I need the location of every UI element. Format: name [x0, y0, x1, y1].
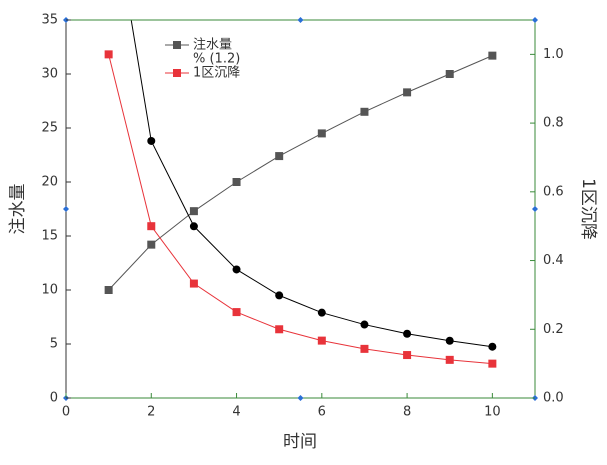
- legend-label: % (1.2): [193, 52, 240, 67]
- corner-marker: [297, 17, 304, 23]
- point: [488, 51, 497, 60]
- legend-marker: [173, 69, 181, 77]
- corner-marker: [63, 206, 69, 212]
- x-tick-label: 6: [318, 405, 326, 420]
- point: [104, 50, 113, 59]
- x-tick-label: 0: [62, 405, 70, 420]
- y2-tick-label: 0.8: [543, 116, 564, 131]
- point: [488, 342, 497, 351]
- point: [232, 178, 241, 186]
- point: [147, 222, 156, 231]
- point: [360, 344, 369, 353]
- point: [403, 351, 412, 360]
- y-tick-label: 20: [41, 175, 58, 190]
- corner-marker: [532, 17, 538, 23]
- y-axis-label: 注水量: [8, 184, 28, 235]
- point: [189, 207, 198, 216]
- point: [317, 336, 326, 345]
- point: [445, 355, 454, 364]
- x-tick-label: 10: [484, 405, 501, 420]
- x-axis-label: 时间: [283, 432, 317, 452]
- point: [232, 265, 241, 274]
- y-tick-label: 10: [41, 283, 58, 298]
- corner-marker: [532, 206, 538, 212]
- x-tick-label: 2: [147, 405, 155, 420]
- point: [275, 291, 284, 300]
- plot-area: [104, 20, 497, 368]
- x-tick-label: 8: [403, 405, 411, 420]
- y2-tick-label: 0.6: [543, 184, 564, 199]
- point: [488, 359, 497, 368]
- series-line: [108, 55, 493, 291]
- corner-marker: [297, 395, 304, 401]
- y2-tick-label: 0.2: [543, 322, 564, 337]
- y2-tick-label: 1.0: [543, 47, 564, 62]
- point: [104, 286, 113, 294]
- y-tick-label: 15: [41, 229, 58, 244]
- legend-label: 注水量: [193, 38, 232, 53]
- point: [360, 107, 369, 116]
- y-tick-label: 25: [41, 121, 58, 136]
- point: [275, 152, 284, 161]
- point: [275, 325, 284, 334]
- y-tick-label: 5: [50, 337, 58, 352]
- point: [403, 88, 412, 97]
- legend-marker: [173, 41, 181, 49]
- point: [445, 70, 454, 78]
- y2-tick-label: 0.0: [543, 391, 564, 406]
- point: [147, 136, 156, 145]
- y-tick-label: 35: [41, 13, 58, 28]
- point: [147, 240, 156, 249]
- legend-label: 1区沉降: [193, 66, 240, 81]
- point: [317, 308, 326, 317]
- series-line: [108, 54, 493, 365]
- point: [189, 222, 198, 231]
- point: [317, 129, 326, 138]
- y-tick-label: 0: [50, 391, 58, 406]
- x-tick-label: 4: [232, 405, 240, 420]
- y-tick-label: 30: [41, 67, 58, 82]
- point: [189, 279, 198, 288]
- y2-axis-label: 1区沉降: [578, 178, 598, 240]
- point: [445, 336, 454, 345]
- point: [403, 329, 412, 338]
- series-line: [130, 20, 493, 348]
- point: [360, 320, 369, 329]
- point: [232, 308, 241, 317]
- y2-tick-label: 0.4: [543, 253, 564, 268]
